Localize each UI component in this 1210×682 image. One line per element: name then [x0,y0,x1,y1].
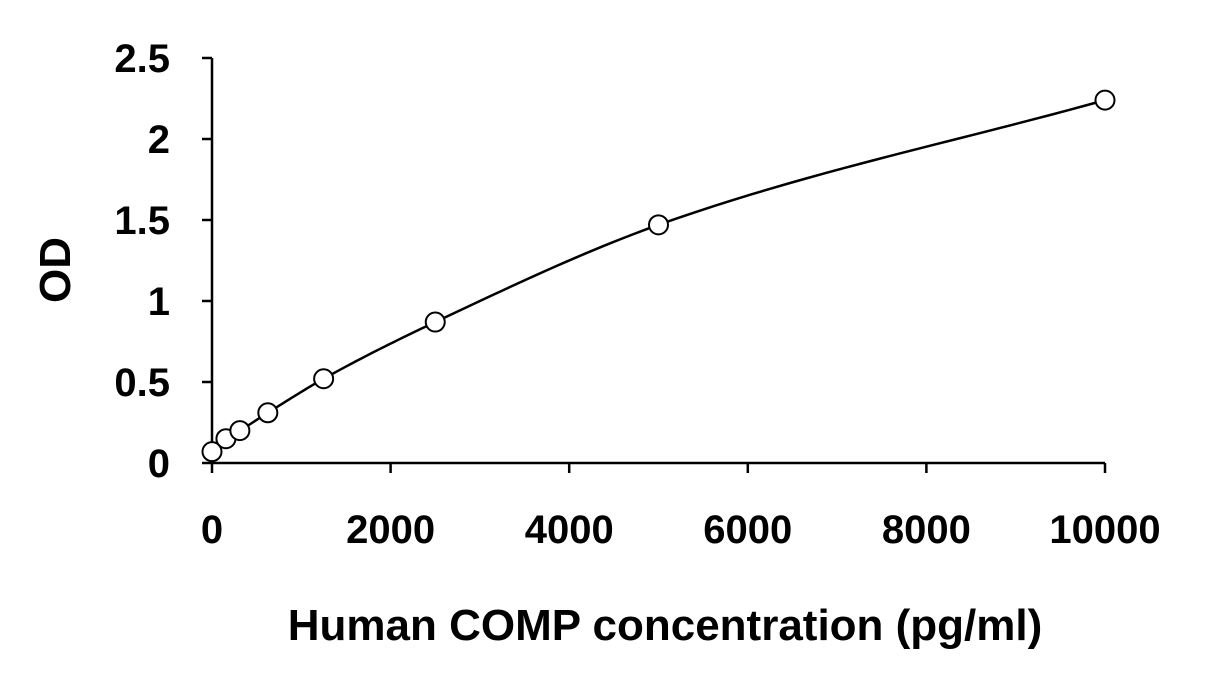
x-tick-label: 0 [201,508,223,552]
x-axis-ticks: 0 2000 4000 6000 8000 10000 [201,463,1161,552]
x-tick-label: 2000 [346,508,435,552]
x-tick-label: 6000 [703,508,792,552]
y-tick-label: 0.5 [114,361,170,405]
data-point [313,368,335,390]
fit-curve-layer [211,98,1106,453]
data-point [1094,89,1116,111]
y-tick-label: 2.5 [114,37,170,81]
data-point [424,311,446,333]
data-point [229,420,251,442]
y-tick-label: 2 [148,118,170,162]
x-tick-label: 8000 [882,508,971,552]
data-point [257,402,279,424]
x-tick-label: 4000 [525,508,614,552]
x-axis-title: Human COMP concentration (pg/ml) [288,601,1043,650]
y-tick-label: 1 [148,280,170,324]
y-tick-label: 0 [148,442,170,486]
fit-curve [211,98,1106,453]
x-tick-label: 10000 [1049,508,1160,552]
data-point [201,441,223,463]
data-points [201,89,1116,463]
y-tick-label: 1.5 [114,199,170,243]
data-point [648,214,669,236]
y-axis-ticks: 0 0.5 1 1.5 2 2.5 [114,37,212,486]
y-axis-title: OD [31,237,80,303]
axes [210,58,1105,465]
